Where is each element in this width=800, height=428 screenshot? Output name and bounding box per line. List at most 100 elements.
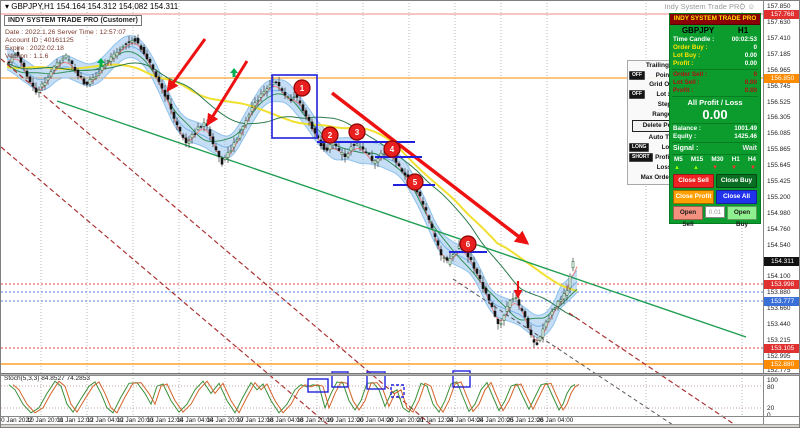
panel-field-label: Step : [657, 100, 675, 108]
window-separator[interactable] [1, 373, 799, 376]
candle-body [475, 268, 479, 274]
time-axis-label: 10 Jan 2022 [0, 417, 33, 424]
price-axis-marker: 156.850 [764, 74, 799, 83]
number-circle[interactable] [383, 140, 401, 158]
red-arrow[interactable] [330, 91, 530, 245]
candle-body [184, 137, 188, 144]
close-sell-button[interactable]: Close Sell [673, 174, 714, 188]
stoch-annotation-rectangle[interactable] [331, 371, 349, 388]
candle-body [199, 126, 203, 128]
number-circle[interactable] [459, 235, 477, 253]
candle-body [52, 65, 56, 71]
red-arrow[interactable] [166, 38, 207, 92]
time-axis-label: 14 Jan 04:00 [176, 417, 214, 424]
off-toggle-button[interactable]: OFF [629, 90, 645, 99]
candle-body [67, 59, 71, 61]
candle-body [109, 56, 113, 62]
indy-data-row: Lot Buy : 0.00 [670, 52, 760, 60]
trendline-dashed[interactable] [568, 312, 759, 428]
candle-body [481, 282, 485, 289]
open-sell-button[interactable]: Open Sell [673, 206, 703, 228]
up-arrow-icon: ▲ [693, 165, 699, 171]
candle-body [97, 73, 101, 76]
price-axis-marker: 152.880 [764, 360, 799, 369]
red-arrow[interactable] [206, 60, 249, 127]
time-axis-label: 11 Jan 12:00 [57, 417, 93, 424]
timeframe-label-m15: M15 [690, 156, 704, 163]
candle-body [247, 114, 251, 118]
candle-body [16, 51, 20, 56]
stoch-annotation-rectangle[interactable] [307, 378, 329, 393]
candle-body [406, 174, 410, 177]
panel-field-label: Loss : [656, 163, 675, 171]
time-axis-label: 20 Jan 04:00 [356, 417, 394, 424]
close-buy-button[interactable]: Close Buy [716, 174, 757, 188]
close-profit-button[interactable]: Close Profit [673, 190, 714, 204]
number-circle[interactable] [406, 173, 424, 191]
buy-arrow-marker [230, 68, 238, 77]
candle-body [505, 305, 509, 312]
candle-body [34, 87, 38, 93]
trendline-dashed[interactable] [452, 278, 679, 428]
candle-body [88, 79, 92, 85]
candle-body [559, 299, 563, 302]
time-axis[interactable]: 10 Jan 2022 10 Jan 20:00 11 Jan 12:00 12 Ja… [1, 417, 763, 425]
candle-body [352, 144, 356, 146]
chart-dropdown-icon[interactable]: ▾ [5, 2, 10, 11]
candle-body [343, 153, 347, 157]
price-axis-label: 153.440 [767, 321, 791, 328]
trendline-solid[interactable] [56, 100, 747, 338]
candle-body [13, 53, 17, 56]
trendline-dashed[interactable] [1, 58, 436, 428]
off-toggle-button[interactable]: OFF [629, 71, 645, 80]
candle-body [19, 57, 23, 63]
window-bottom-edge [1, 424, 799, 427]
close-all-button[interactable]: Close All [716, 190, 757, 204]
stoch-annotation-rectangle[interactable] [366, 371, 386, 390]
price-axis-label: 154.980 [767, 210, 791, 217]
candle-body [346, 153, 350, 158]
candle-body [181, 134, 185, 138]
candle-body [37, 89, 41, 93]
time-axis-label: 14 Jan 20:00 [206, 417, 244, 424]
time-axis-line [1, 416, 799, 417]
stoch-annotation-rectangle[interactable] [390, 384, 405, 398]
candle-body [163, 89, 167, 97]
candle-body [58, 61, 62, 64]
annotation-rectangle[interactable] [271, 74, 318, 139]
stoch-annotation-rectangle[interactable] [452, 370, 471, 388]
candle-body [469, 257, 473, 260]
candle-body [484, 287, 488, 294]
trendline-dashed[interactable] [1, 146, 333, 428]
price-axis[interactable]: 157.850 157.630 157.410 157.185 156.965 156.7… [763, 1, 799, 427]
candle-body [556, 300, 560, 307]
open-buy-button[interactable]: Open Buy [727, 206, 757, 228]
band-lower-line [6, 57, 578, 338]
number-circle[interactable] [321, 126, 339, 144]
number-circle[interactable] [348, 123, 366, 141]
timeframe-label-m5: M5 [674, 156, 683, 163]
price-axis-marker: 153.998 [764, 280, 799, 289]
indy-row-label: Lot Buy : [673, 52, 701, 59]
candle-body [172, 111, 176, 119]
candle-body [322, 143, 326, 150]
indy-row-label: Lot Sell : [673, 79, 700, 86]
candle-body [334, 143, 338, 147]
candle-body [121, 46, 125, 48]
candle-body [286, 96, 290, 98]
price-axis-label: 152.775 [767, 367, 791, 374]
number-circle[interactable] [293, 79, 311, 97]
candle-body [292, 96, 296, 99]
time-axis-label: 18 Jan 04:00 [266, 417, 304, 424]
time-axis-label: 10 Jan 20:00 [26, 417, 64, 424]
short-toggle-button[interactable]: SHORT [629, 153, 653, 162]
time-axis-label: 25 Jan 12:00 [506, 417, 544, 424]
candle-body [304, 110, 308, 117]
long-toggle-button[interactable]: LONG [629, 143, 650, 152]
candle-body [211, 136, 215, 145]
candle-body [376, 158, 380, 163]
lot-size-input[interactable]: 0.01 [705, 206, 725, 218]
candle-body [100, 66, 104, 71]
candle-body [520, 308, 524, 311]
